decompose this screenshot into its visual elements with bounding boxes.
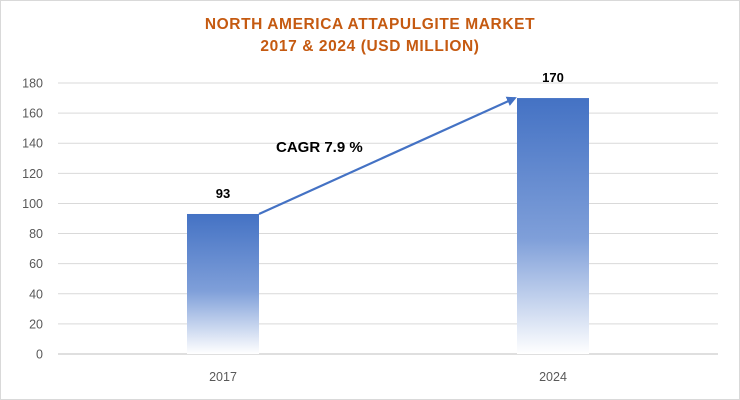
x-axis: 2017 2024 — [209, 370, 567, 384]
y-axis: 0 20 40 60 80 100 120 140 160 180 — [22, 77, 43, 362]
y-tick-label-100: 100 — [22, 197, 43, 211]
data-labels: 93 170 — [216, 70, 564, 201]
bar-2017 — [187, 213, 259, 354]
data-label-2017: 93 — [216, 186, 230, 201]
cagr-label: CAGR 7.9 % — [276, 139, 363, 156]
x-tick-label-2024: 2024 — [539, 370, 567, 384]
y-tick-label-60: 60 — [29, 257, 43, 271]
data-label-2024: 170 — [542, 70, 564, 85]
y-tick-label-120: 120 — [22, 167, 43, 181]
bar-2024 — [517, 98, 589, 354]
x-tick-label-2017: 2017 — [209, 370, 237, 384]
y-tick-label-0: 0 — [36, 348, 43, 362]
gridlines — [58, 82, 718, 355]
y-tick-label-160: 160 — [22, 107, 43, 121]
cagr-annotation: CAGR 7.9 % — [258, 96, 517, 215]
cagr-arrow — [258, 96, 517, 215]
y-tick-label-140: 140 — [22, 137, 43, 151]
y-tick-label-180: 180 — [22, 77, 43, 91]
chart-subtitle: 2017 & 2024 (USD MILLION) — [260, 38, 480, 55]
chart-title: NORTH AMERICA ATTAPULGITE MARKET — [204, 16, 536, 33]
y-tick-label-20: 20 — [29, 317, 43, 331]
bars — [187, 98, 589, 354]
y-tick-label-40: 40 — [29, 287, 43, 301]
y-tick-label-80: 80 — [29, 227, 43, 241]
